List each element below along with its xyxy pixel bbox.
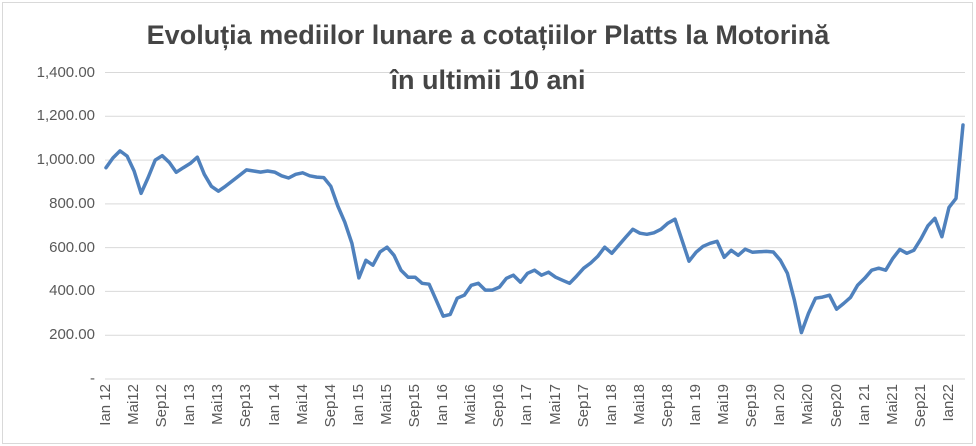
x-axis-tick-label: Ian 19: [687, 384, 705, 426]
x-axis-tick-label: Mai14: [293, 384, 311, 425]
y-axis-tick-label: 200.00: [49, 326, 95, 344]
x-axis-tick-label: Sep20: [827, 384, 845, 428]
x-axis-tick-label: Sep17: [574, 384, 592, 428]
x-axis-tick-label: Mai20: [799, 384, 817, 425]
y-axis-tick-label: 1,400.00: [36, 63, 95, 81]
y-axis-tick-label: 400.00: [49, 282, 95, 300]
x-axis-tick-label: Ian 15: [349, 384, 367, 426]
x-axis-tick-label: Sep19: [743, 384, 761, 428]
x-axis-tick-label: Sep16: [490, 384, 508, 428]
x-axis-tick-label: Ian 14: [265, 384, 283, 426]
x-axis-tick-label: Sep13: [237, 384, 255, 428]
y-axis-tick-label: 1,200.00: [36, 107, 95, 125]
x-axis-tick-label: Ian 17: [518, 384, 536, 426]
x-axis-tick-label: Mai16: [462, 384, 480, 425]
x-axis-tick-label: Mai21: [883, 384, 901, 425]
x-axis-tick-label: Sep15: [406, 384, 424, 428]
x-axis-tick-label: Ian22: [939, 384, 957, 422]
data-series-line: [104, 123, 965, 335]
y-axis-tick-label: -: [90, 370, 95, 387]
y-axis-tick-label: 800.00: [49, 194, 95, 212]
x-axis-tick-label: Sep21: [911, 384, 929, 428]
y-axis-tick-label: 600.00: [49, 238, 95, 256]
x-axis-tick-label: Ian 21: [855, 384, 873, 426]
x-axis-tick-label: Sep18: [658, 384, 676, 428]
x-axis-tick-label: Mai12: [125, 384, 143, 425]
x-axis-tick-label: Mai19: [715, 384, 733, 425]
x-axis-tick-label: Ian 20: [771, 384, 789, 426]
x-axis-tick-label: Mai15: [377, 384, 395, 425]
x-axis-tick-label: Ian 16: [434, 384, 452, 426]
x-axis-tick-label: Ian 13: [181, 384, 199, 426]
x-axis-tick-label: Mai17: [546, 384, 564, 425]
x-axis-tick-label: Mai13: [209, 384, 227, 425]
y-axis-tick-label: 1,000.00: [36, 151, 95, 169]
x-axis-tick-label: Sep12: [153, 384, 171, 428]
x-axis-tick-label: Ian 18: [602, 384, 620, 426]
x-axis-tick-label: Ian 12: [97, 384, 114, 426]
x-axis-tick-label: Sep14: [321, 384, 339, 428]
x-axis-tick-label: Mai18: [630, 384, 648, 425]
